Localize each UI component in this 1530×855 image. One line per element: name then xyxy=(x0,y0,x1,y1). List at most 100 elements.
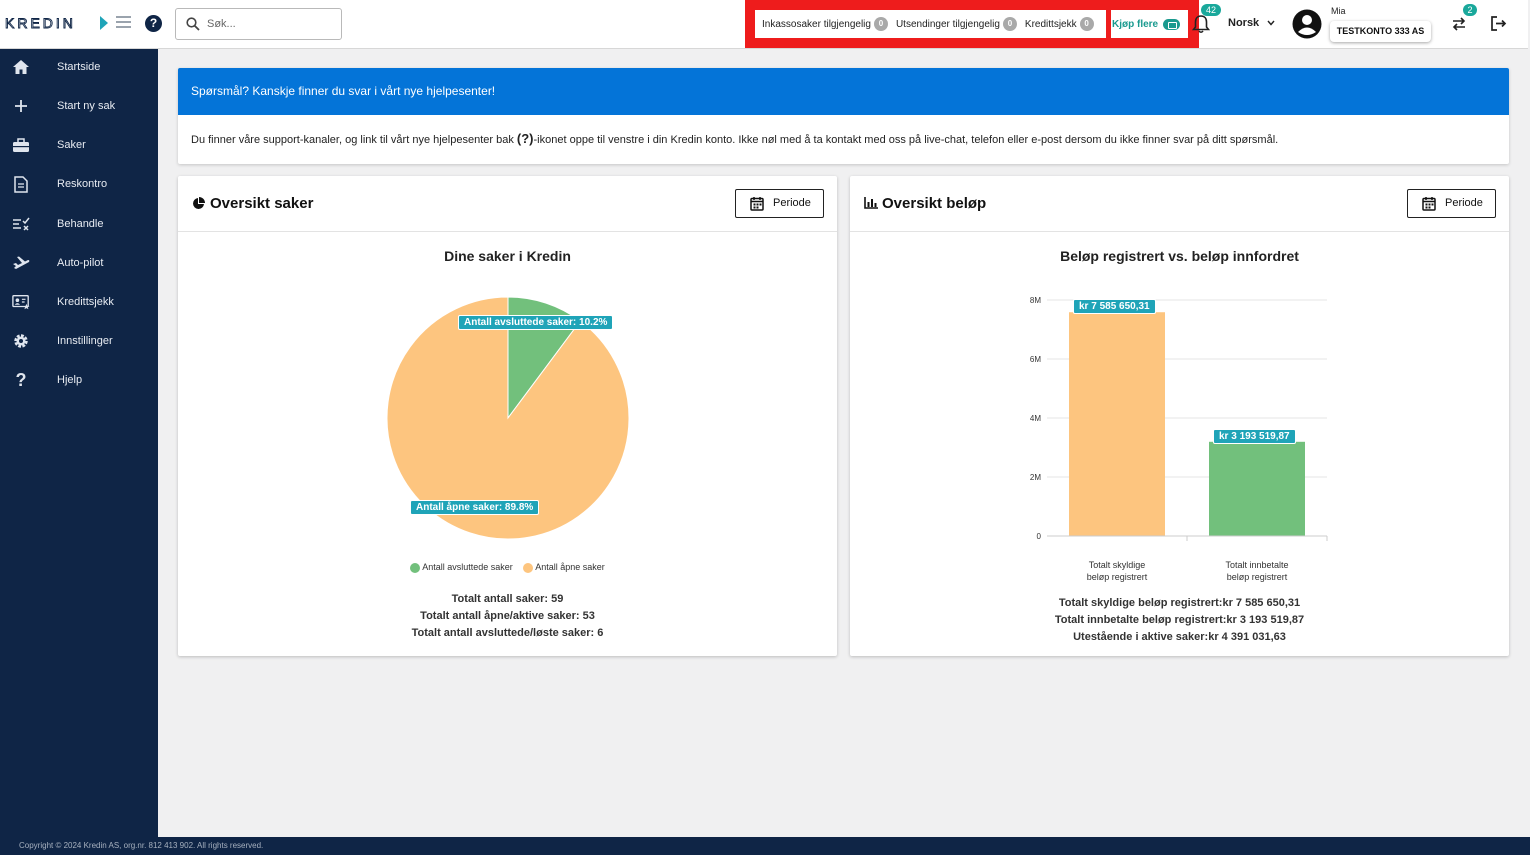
checklist-icon xyxy=(12,215,30,233)
sidebar-item-start-ny-sak[interactable]: Start ny sak xyxy=(0,89,158,123)
search-icon xyxy=(186,17,200,31)
footer: Copyright © 2024 Kredin AS, org.nr. 812 … xyxy=(0,837,1530,855)
card-header: Oversikt saker Periode xyxy=(178,176,837,232)
bar-chart: 0 2M 4M 6M 8M Totalt skyldige beløp registrert… xyxy=(1030,296,1328,582)
x-tick-label: beløp registrert xyxy=(1227,572,1288,582)
sidebar-item-startside[interactable]: Startside xyxy=(0,50,158,84)
period-button[interactable]: Periode xyxy=(735,189,824,218)
count-badge: 0 xyxy=(1079,17,1094,31)
copyright-text: Copyright © 2024 Kredin AS, org.nr. 812 … xyxy=(19,841,264,850)
legend-swatch xyxy=(523,562,534,573)
card-header: Oversikt beløp Periode xyxy=(850,176,1509,232)
summary-total-cases: Totalt antall saker: 59 xyxy=(451,593,564,605)
x-tick-label: beløp registrert xyxy=(1087,572,1148,582)
sidebar-item-label: Reskontro xyxy=(57,178,108,190)
pie-slice-label: Antall avsluttede saker: 10.2% xyxy=(458,315,614,330)
sidebar-item-innstillinger[interactable]: Innstillinger xyxy=(0,324,158,358)
sidebar-item-label: Auto-pilot xyxy=(57,257,104,269)
sidebar-item-saker[interactable]: Saker xyxy=(0,128,158,162)
briefcase-icon xyxy=(12,136,30,154)
card-title: Oversikt beløp xyxy=(882,195,987,212)
calendar-icon xyxy=(1422,197,1436,211)
document-icon xyxy=(12,175,30,193)
menu-toggle-icon[interactable] xyxy=(116,16,131,30)
pie-chart xyxy=(386,296,630,540)
y-tick-label: 0 xyxy=(1037,532,1042,541)
account-selector[interactable]: TESTKONTO 333 AS xyxy=(1330,21,1431,42)
summary-open-cases: Totalt antall åpne/aktive saker: 53 xyxy=(420,610,595,622)
summary-total-paid: Totalt innbetalte beløp registrert:kr 3 … xyxy=(1054,614,1305,626)
pie-slice-label: Antall åpne saker: 89.8% xyxy=(410,500,540,515)
legend-item-open[interactable]: Antall åpne saker xyxy=(523,562,605,573)
bar[interactable] xyxy=(1069,312,1165,536)
y-tick-label: 2M xyxy=(1030,473,1041,482)
sidebar-item-label: Saker xyxy=(57,139,86,151)
id-card-icon xyxy=(12,293,30,311)
sidebar-item-hjelp[interactable]: ? Hjelp xyxy=(0,363,158,397)
home-icon xyxy=(12,58,30,76)
pie-legend: Antall avsluttede saker Antall åpne sake… xyxy=(178,562,837,573)
buy-more-button[interactable]: Kjøp flere xyxy=(1111,10,1188,38)
cases-overview-card: Oversikt saker Periode Dine saker i Kred… xyxy=(178,176,837,656)
chevron-down-icon[interactable] xyxy=(1267,20,1275,26)
user-avatar-icon[interactable] xyxy=(1292,9,1322,39)
sidebar-item-label: Kredittsjekk xyxy=(57,296,114,308)
help-center-banner: Spørsmål? Kanskje finner du svar i vårt … xyxy=(178,68,1509,164)
gear-icon xyxy=(12,332,30,350)
sidebar-item-label: Innstillinger xyxy=(57,335,113,347)
notification-count-badge: 42 xyxy=(1201,4,1221,16)
legend-swatch xyxy=(410,562,421,573)
svg-text:KREDIN: KREDIN xyxy=(5,15,76,31)
amounts-overview-card: Oversikt beløp Periode Beløp registrert … xyxy=(850,176,1509,656)
sidebar-item-reskontro[interactable]: Reskontro xyxy=(0,167,158,201)
credit-card-icon xyxy=(1163,18,1181,30)
sidebar-item-kredittsjekk[interactable]: Kredittsjekk xyxy=(0,285,158,319)
credit-mailings: Utsendinger tilgjengelig 0 xyxy=(896,17,1017,31)
calendar-icon xyxy=(750,197,764,211)
pie-slice[interactable] xyxy=(386,296,630,540)
language-select[interactable]: Norsk xyxy=(1228,17,1260,29)
question-icon: ? xyxy=(15,369,27,390)
kredin-logo[interactable]: KREDIN xyxy=(5,13,110,33)
summary-outstanding: Utestående i aktive saker:kr 4 391 031,6… xyxy=(1073,631,1286,643)
sidebar-item-label: Start ny sak xyxy=(57,100,116,112)
sidebar: Startside Start ny sak Saker Reskontro B… xyxy=(0,49,158,837)
period-button[interactable]: Periode xyxy=(1407,189,1496,218)
swap-icon[interactable] xyxy=(1451,17,1467,31)
search-box[interactable] xyxy=(175,8,342,40)
bar[interactable] xyxy=(1209,441,1305,536)
sidebar-item-label: Behandle xyxy=(57,218,104,230)
y-tick-label: 6M xyxy=(1030,355,1041,364)
card-title: Oversikt saker xyxy=(210,195,314,212)
x-tick-label: Totalt skyldige xyxy=(1089,560,1146,570)
count-badge: 0 xyxy=(873,17,888,31)
bar-value-label: kr 3 193 519,87 xyxy=(1213,428,1296,444)
credits-panel: Inkassosaker tilgjengelig 0 Utsendinger t… xyxy=(755,10,1106,38)
count-badge: 0 xyxy=(1002,17,1017,31)
banner-heading: Spørsmål? Kanskje finner du svar i vårt … xyxy=(178,68,1509,115)
user-name: Mia xyxy=(1331,6,1346,16)
pie-chart-icon xyxy=(193,197,205,209)
credit-credit-check: Kredittsjekk 0 xyxy=(1025,17,1094,31)
logout-icon[interactable] xyxy=(1490,15,1507,32)
switch-count-badge: 2 xyxy=(1463,4,1477,16)
x-tick-label: Totalt innbetalte xyxy=(1225,560,1288,570)
sidebar-item-label: Startside xyxy=(57,61,101,73)
y-tick-label: 4M xyxy=(1030,414,1041,423)
sidebar-item-label: Hjelp xyxy=(57,374,83,386)
chart-title: Dine saker i Kredin xyxy=(444,248,571,264)
help-icon[interactable]: ? xyxy=(145,15,162,32)
sidebar-item-behandle[interactable]: Behandle xyxy=(0,207,158,241)
chart-title: Beløp registrert vs. beløp innfordret xyxy=(1060,248,1299,264)
search-input[interactable] xyxy=(207,15,332,33)
summary-total-owed: Totalt skyldige beløp registrert:kr 7 58… xyxy=(1058,597,1301,609)
bar-value-label: kr 7 585 650,31 xyxy=(1073,299,1156,315)
banner-text: Du finner våre support-kanaler, og link … xyxy=(191,131,1279,146)
credit-collection-cases: Inkassosaker tilgjengelig 0 xyxy=(762,17,888,31)
sidebar-item-auto-pilot[interactable]: Auto-pilot xyxy=(0,246,158,280)
bell-icon[interactable] xyxy=(1192,14,1210,34)
airplane-icon xyxy=(12,254,30,272)
legend-item-closed[interactable]: Antall avsluttede saker xyxy=(410,562,513,573)
plus-icon xyxy=(12,97,30,115)
